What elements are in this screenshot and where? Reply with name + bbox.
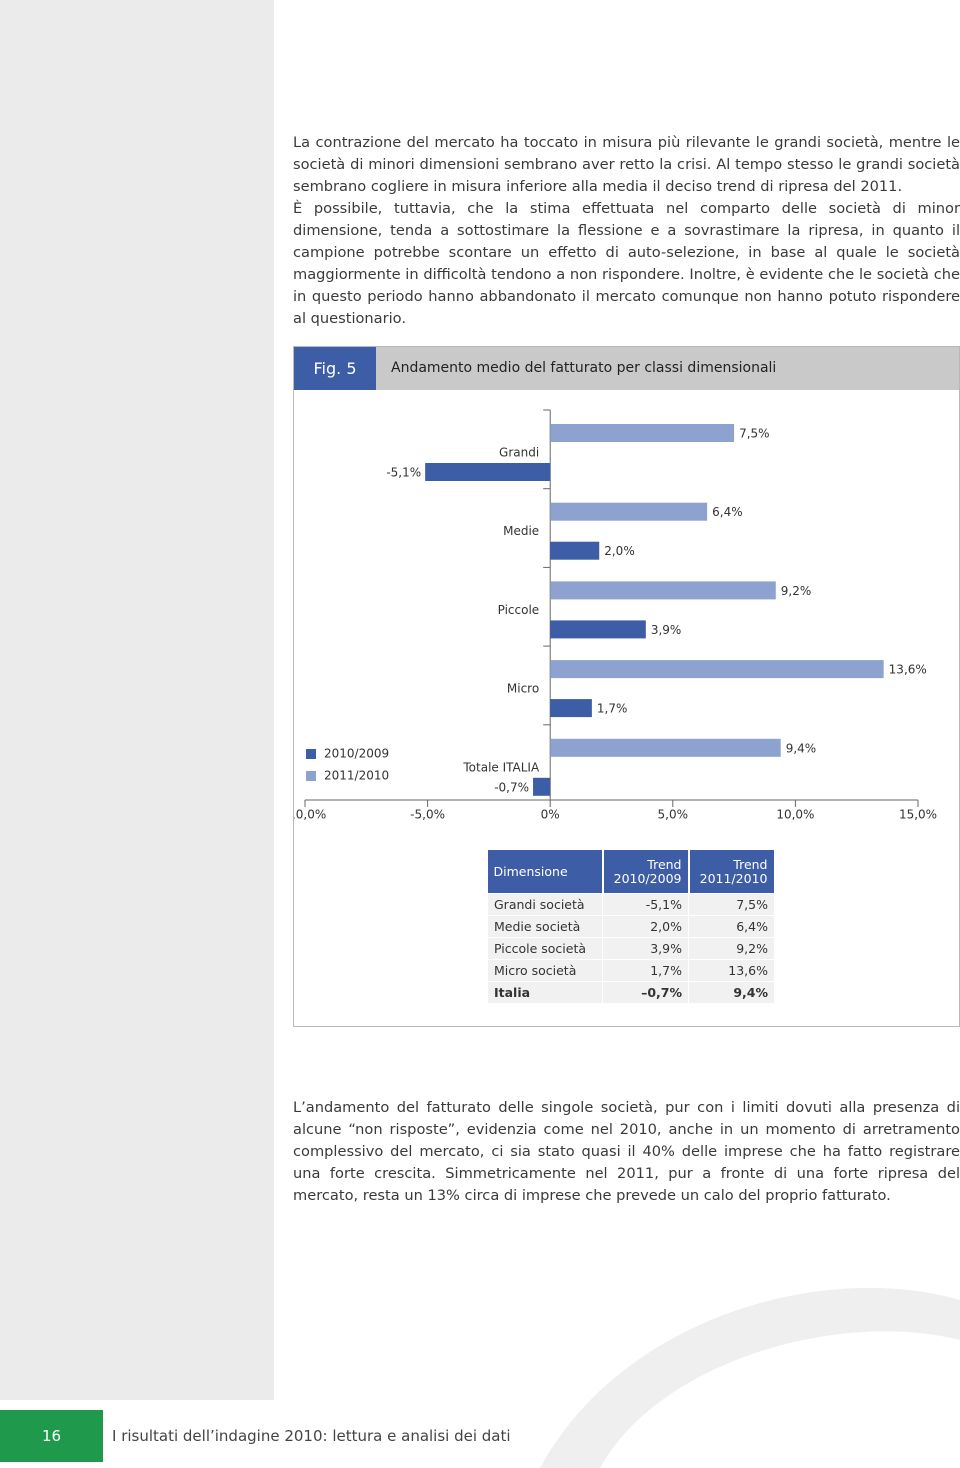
paragraph: È possibile, tuttavia, che la stima effe…	[293, 200, 960, 327]
table-row: Italia –0,7% 9,4%	[487, 981, 775, 1004]
table-cell: 9,4%	[688, 981, 775, 1004]
table-cell: Grandi società	[487, 893, 603, 916]
x-tick-label: -5,0%	[410, 808, 445, 822]
page-number: 16	[0, 1410, 103, 1462]
figure-title: Andamento medio del fatturato per classi…	[391, 360, 777, 376]
table-cell: –0,7%	[602, 981, 689, 1004]
table-cell: 2,0%	[602, 915, 689, 938]
table-cell: 7,5%	[688, 893, 775, 916]
data-table: Dimensione Trend 2010/2009 Trend 2011/2010…	[487, 850, 776, 1004]
value-label: -5,1%	[386, 466, 421, 480]
paragraph: L’andamento del fatturato delle singole …	[293, 1099, 960, 1204]
side-band	[0, 0, 274, 1400]
value-label: 6,4%	[712, 505, 743, 519]
x-tick-label: -10,0%	[294, 808, 326, 822]
table-cell: Micro società	[487, 959, 603, 982]
table-cell: 6,4%	[688, 915, 775, 938]
figure-header: Fig. 5 Andamento medio del fatturato per…	[294, 347, 959, 390]
bar	[550, 620, 646, 639]
bar	[550, 502, 708, 521]
table-cell: Medie società	[487, 915, 603, 938]
x-tick-label: 10,0%	[776, 808, 814, 822]
x-tick-label: 15,0%	[899, 808, 937, 822]
table-row: Piccole società 3,9% 9,2%	[487, 937, 775, 960]
legend-label: 2011/2010	[324, 769, 389, 783]
bar	[550, 738, 781, 757]
table-cell: Piccole società	[487, 937, 603, 960]
bar	[550, 581, 776, 600]
table-row: Medie società 2,0% 6,4%	[487, 915, 775, 938]
table-header-row: Dimensione Trend 2010/2009 Trend 2011/2010	[487, 850, 776, 894]
table-row: Grandi società -5,1% 7,5%	[487, 893, 775, 916]
category-label: Grandi	[499, 446, 539, 460]
bar	[550, 660, 884, 679]
value-label: -0,7%	[494, 780, 529, 794]
x-tick-label: 0%	[541, 808, 560, 822]
value-label: 3,9%	[651, 623, 682, 637]
paragraph: La contrazione del mercato ha toccato in…	[293, 134, 960, 195]
figure: Fig. 5 Andamento medio del fatturato per…	[293, 346, 960, 1027]
category-label: Medie	[503, 524, 539, 538]
table-cell: -5,1%	[602, 893, 689, 916]
value-label: 9,4%	[786, 741, 817, 755]
header-cell: Dimensione	[487, 850, 604, 894]
legend-swatch	[306, 749, 316, 759]
value-label: 2,0%	[604, 544, 635, 558]
header-cell: Trend 2010/2009	[602, 850, 690, 894]
category-label: Totale ITALIA	[462, 760, 540, 774]
bar	[550, 424, 735, 442]
header-cell: Trend 2011/2010	[688, 850, 776, 894]
swirl-shape	[540, 1287, 960, 1468]
value-label: 7,5%	[739, 427, 770, 441]
bar	[550, 541, 600, 560]
x-tick-label: 5,0%	[658, 808, 689, 822]
figure-label: Fig. 5	[294, 347, 376, 390]
table-cell: 3,9%	[602, 937, 689, 960]
bar	[533, 777, 551, 796]
table-cell: 9,2%	[688, 937, 775, 960]
bar	[550, 699, 592, 718]
category-label: Piccole	[498, 603, 540, 617]
value-label: 1,7%	[597, 702, 628, 716]
table-cell: Italia	[487, 981, 603, 1004]
legend-label: 2010/2009	[324, 747, 389, 761]
footer-text: I risultati dell’indagine 2010: lettura …	[112, 1427, 511, 1445]
table-cell: 13,6%	[688, 959, 775, 982]
legend-swatch	[306, 771, 316, 781]
category-label: Micro	[507, 682, 539, 696]
value-label: 9,2%	[781, 584, 812, 598]
table-cell: 1,7%	[602, 959, 689, 982]
table-row: Micro società 1,7% 13,6%	[487, 959, 775, 982]
value-label: 13,6%	[889, 663, 927, 677]
chart: -10,0% -5,0% 0% 5,0% 10,0% 15,0% Grandi -5,1% 7,…	[294, 409, 937, 822]
bar	[425, 463, 551, 481]
